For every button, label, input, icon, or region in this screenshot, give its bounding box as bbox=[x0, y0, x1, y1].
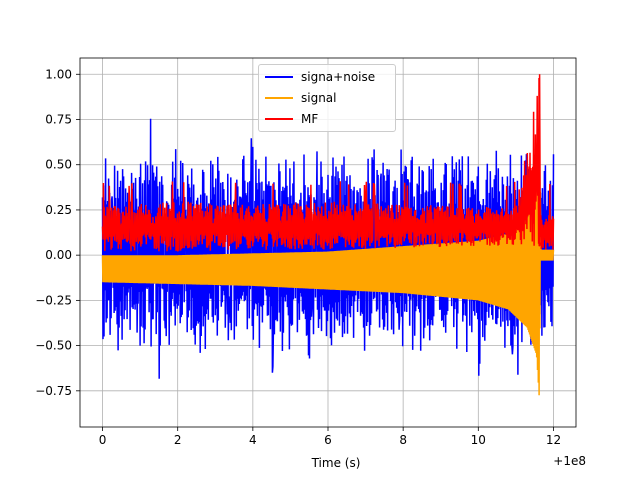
x-tick-label: 2 bbox=[174, 433, 182, 447]
plot-series-group bbox=[101, 74, 555, 396]
y-tick-label: 1.00 bbox=[45, 67, 72, 81]
x-tick-label: 6 bbox=[324, 433, 332, 447]
y-tick-label: −0.25 bbox=[35, 293, 72, 307]
legend: signa+noise signal MF bbox=[258, 64, 396, 132]
legend-swatch-signal-noise bbox=[265, 76, 293, 78]
x-axis-label: Time (s) bbox=[311, 456, 361, 470]
series-line-signal bbox=[101, 176, 555, 396]
legend-label-signal: signal bbox=[301, 91, 337, 105]
y-tick-label: 0.75 bbox=[45, 113, 72, 127]
legend-item-mf: MF bbox=[265, 109, 318, 129]
x-tick-label: 0 bbox=[99, 433, 107, 447]
legend-label-signal-noise: signa+noise bbox=[301, 70, 376, 84]
x-tick-label: 10 bbox=[471, 433, 486, 447]
series-line-mf bbox=[101, 74, 555, 252]
legend-label-mf: MF bbox=[301, 112, 319, 126]
y-tick-label: 0.50 bbox=[45, 158, 72, 172]
legend-item-signal: signal bbox=[265, 88, 337, 108]
x-tick-label: 12 bbox=[546, 433, 561, 447]
legend-swatch-mf bbox=[265, 118, 293, 120]
x-tick-label: 4 bbox=[249, 433, 257, 447]
y-tick-label: 0.00 bbox=[45, 248, 72, 262]
y-tick-label: 0.25 bbox=[45, 203, 72, 217]
legend-swatch-signal bbox=[265, 97, 293, 99]
legend-item-signal-noise: signa+noise bbox=[265, 67, 375, 87]
x-tick-label: 8 bbox=[399, 433, 407, 447]
y-tick-label: −0.75 bbox=[35, 384, 72, 398]
y-tick-label: −0.50 bbox=[35, 339, 72, 353]
series-line-signal-noise bbox=[101, 118, 555, 379]
x-offset-label: +1e8 bbox=[553, 454, 586, 468]
